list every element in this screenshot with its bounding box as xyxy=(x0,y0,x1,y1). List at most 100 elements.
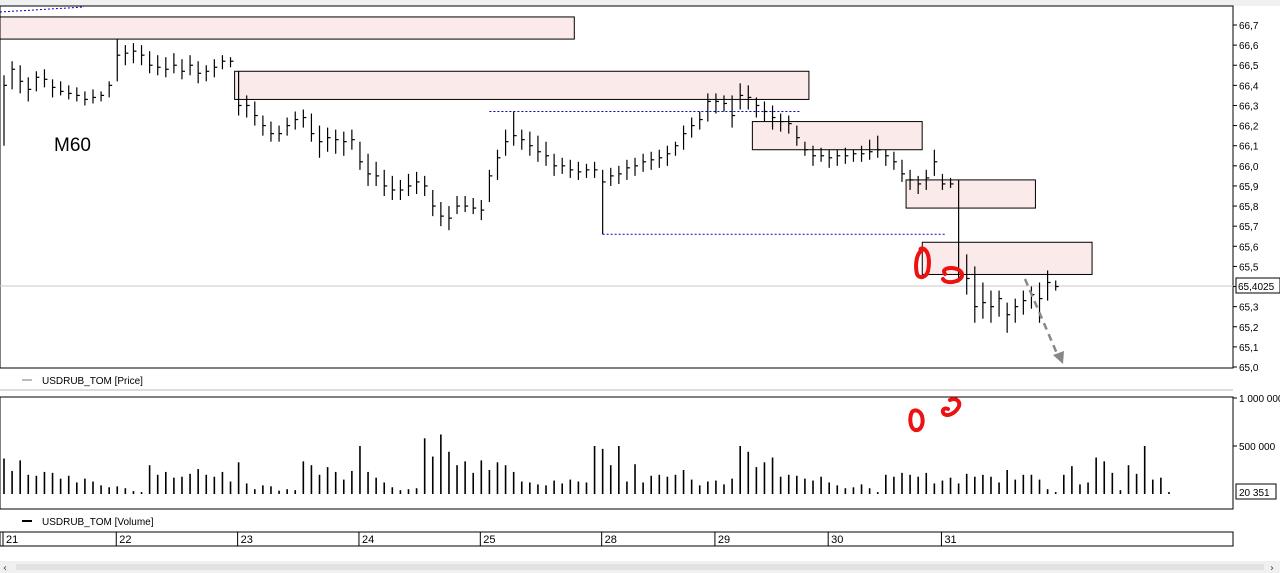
price-bar xyxy=(763,101,768,122)
price-bar xyxy=(1047,270,1051,301)
price-bar xyxy=(43,69,48,88)
price-bar xyxy=(569,159,574,178)
price-bar xyxy=(327,127,331,152)
hand-markers xyxy=(914,246,965,285)
timeframe-label: M60 xyxy=(54,135,91,156)
price-bar xyxy=(375,161,380,186)
price-bar xyxy=(165,57,169,78)
price-bar xyxy=(585,163,590,178)
date-label: 25 xyxy=(483,534,495,546)
level-lines xyxy=(489,111,947,235)
marker-circle-1 xyxy=(914,246,931,280)
price-bar xyxy=(1006,302,1011,333)
price-bar xyxy=(262,115,266,136)
price-bar xyxy=(893,151,897,170)
price-bar xyxy=(229,57,234,68)
scrollbar-track[interactable] xyxy=(16,564,1264,570)
price-bar xyxy=(92,89,96,104)
price-bar xyxy=(84,91,88,106)
price-bar xyxy=(254,101,258,126)
price-tick-label: 65,8 xyxy=(1239,202,1259,213)
price-tick-label: 65,5 xyxy=(1239,262,1259,273)
price-bar xyxy=(658,149,663,168)
price-bar xyxy=(35,71,40,92)
scroll-right-icon[interactable]: › xyxy=(1270,563,1274,573)
price-bar xyxy=(860,145,865,162)
price-bar xyxy=(108,81,113,98)
price-bar xyxy=(432,189,436,217)
price-bar xyxy=(545,141,550,166)
current-price-box-frame xyxy=(1235,277,1280,294)
supply-zone-2 xyxy=(0,16,575,40)
price-bar xyxy=(335,129,339,154)
price-tick-label: 66,2 xyxy=(1239,122,1259,133)
price-bar xyxy=(286,117,291,136)
volume-marker-2 xyxy=(940,397,962,418)
price-tick-label: 66,6 xyxy=(1239,41,1259,52)
price-bar xyxy=(221,55,226,70)
price-bar xyxy=(974,266,978,323)
price-bar xyxy=(844,147,849,164)
price-bar xyxy=(949,177,954,188)
price-tick-label: 66,1 xyxy=(1239,142,1259,153)
current-volume-box-frame xyxy=(1235,483,1277,500)
price-bar xyxy=(60,81,64,96)
price-bar xyxy=(917,175,922,194)
price-tick-label: 66,7 xyxy=(1239,21,1259,32)
price-bar xyxy=(140,45,145,66)
price-bar xyxy=(238,71,242,116)
price-bar xyxy=(788,115,792,134)
price-bar xyxy=(51,79,56,98)
price-bar xyxy=(197,61,202,84)
price-bar xyxy=(246,95,250,118)
price-bar xyxy=(885,149,889,166)
price-bar xyxy=(351,129,355,150)
price-bar xyxy=(982,282,986,319)
price-bar xyxy=(359,141,363,170)
price-tick-label: 65,1 xyxy=(1239,343,1259,354)
price-tick-label: 65,2 xyxy=(1239,323,1259,334)
price-bar xyxy=(941,173,946,190)
price-legend: USDRUB_TOM [Price] xyxy=(42,376,143,387)
price-bar xyxy=(642,153,647,172)
price-bar xyxy=(407,173,412,196)
price-bar xyxy=(966,254,970,295)
date-label: 31 xyxy=(944,534,956,546)
price-tick-label: 65,7 xyxy=(1239,222,1259,233)
top-strip xyxy=(0,0,1280,6)
price-bar xyxy=(852,149,857,162)
price-bar xyxy=(537,135,541,162)
price-bar xyxy=(780,113,784,132)
price-bar xyxy=(270,121,274,142)
date-label: 23 xyxy=(241,534,253,546)
price-bar xyxy=(561,157,566,174)
price-bar xyxy=(796,125,800,146)
current-volume-label: 20 351 xyxy=(1239,488,1270,499)
price-bar xyxy=(124,45,129,66)
price-tick-label: 65,6 xyxy=(1239,242,1259,253)
projection-arrow xyxy=(1023,278,1064,364)
price-bar xyxy=(456,196,461,215)
current-price-label: 65,4025 xyxy=(1238,282,1275,293)
price-tick-label: 66,3 xyxy=(1239,101,1259,112)
date-label: 29 xyxy=(718,534,730,546)
volume-hand-markers xyxy=(908,397,962,433)
price-bar xyxy=(415,171,420,194)
price-bar xyxy=(181,59,185,80)
price-bar xyxy=(318,125,323,158)
volume-legend: USDRUB_TOM [Volume] xyxy=(42,517,154,528)
price-bar xyxy=(521,129,525,150)
price-bar xyxy=(529,131,533,156)
price-bar xyxy=(11,61,16,90)
scroll-left-icon[interactable]: ‹ xyxy=(3,563,7,573)
price-bar xyxy=(739,83,744,110)
price-tick-label: 66,5 xyxy=(1239,61,1259,72)
price-bar xyxy=(367,153,372,186)
price-bar xyxy=(577,161,582,180)
price-bar xyxy=(149,51,153,74)
price-bar xyxy=(715,93,719,114)
supply-zone-3 xyxy=(234,70,810,100)
price-bar xyxy=(804,141,808,156)
price-bar xyxy=(513,111,517,146)
